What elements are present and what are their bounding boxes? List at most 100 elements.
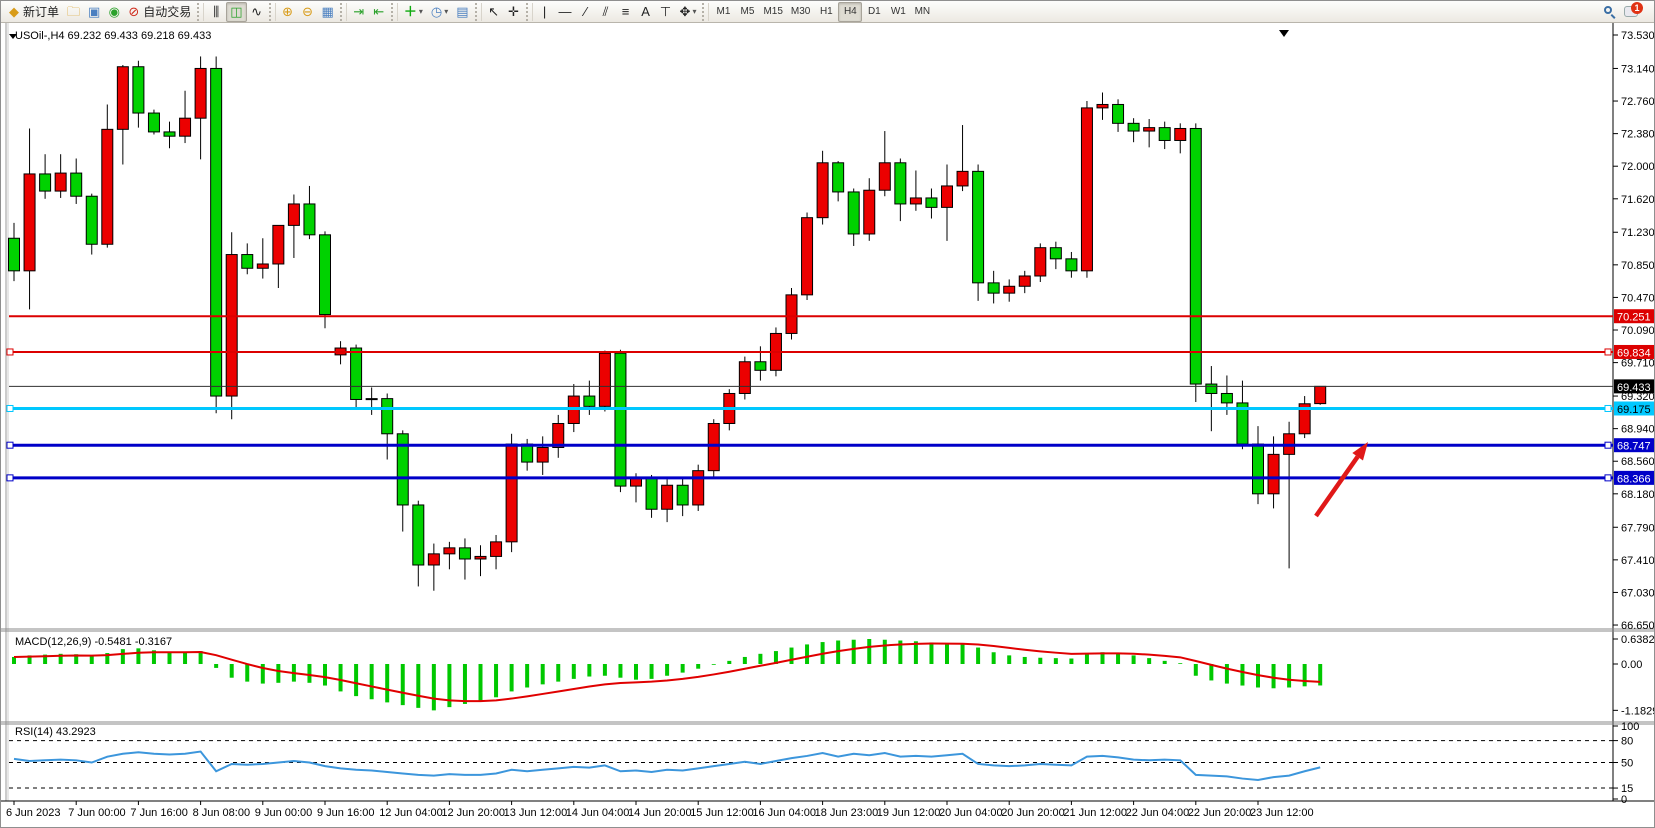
- candle-bearish: [1158, 127, 1171, 141]
- candle-bearish: [676, 484, 689, 506]
- timeframe-w1[interactable]: W1: [890, 6, 906, 17]
- timeframe-d1[interactable]: D1: [867, 6, 881, 17]
- text-label-button[interactable]: ⊤: [656, 2, 676, 22]
- hline-handle[interactable]: [6, 404, 14, 412]
- candle-bearish: [163, 131, 176, 137]
- periods-button[interactable]: ◷ ▾: [427, 2, 452, 22]
- hline-handle[interactable]: [1604, 404, 1612, 412]
- chart-canvas: 73.530 73.140 72.760 72.380 72.000 71.620 71.2…: [1, 23, 1655, 827]
- arrows-button[interactable]: ✥ ▾: [676, 2, 701, 22]
- macd-signal-line: [13, 642, 1321, 703]
- time-tick-label: 13 Jun 12:00: [504, 807, 568, 819]
- timeframe-m15[interactable]: M15: [763, 6, 783, 17]
- hline-handle[interactable]: [1604, 441, 1612, 449]
- candles: [8, 56, 1327, 591]
- candle-bullish: [816, 162, 829, 219]
- trendline-button[interactable]: ∕: [576, 2, 596, 22]
- fibonacci-icon: ≡: [621, 4, 630, 19]
- new-order-button[interactable]: ◆ 新订单: [5, 2, 63, 22]
- crosshair-button[interactable]: ✛: [504, 2, 524, 22]
- bar-chart-icon: ⫼: [213, 4, 220, 19]
- candle-bullish: [801, 217, 814, 296]
- notifications-button[interactable]: 1: [1620, 2, 1643, 22]
- rsi-label: RSI(14) 43.2923: [15, 726, 96, 738]
- vertical-line-button[interactable]: |: [535, 2, 555, 22]
- price-tick-label: 70.470: [1621, 292, 1655, 304]
- toolbar-separator: [197, 2, 205, 21]
- candle-bearish: [1252, 443, 1264, 495]
- candle-bullish: [474, 555, 487, 560]
- timeframe-m5[interactable]: M5: [740, 6, 755, 17]
- charts-window-button[interactable]: 🗀: [63, 2, 84, 22]
- candle-bearish: [972, 170, 985, 284]
- trend-arrow[interactable]: [1314, 442, 1368, 518]
- toolbar-separator: [390, 2, 398, 21]
- candle-bearish: [210, 67, 223, 397]
- tile-windows-button[interactable]: ▦: [318, 2, 338, 22]
- candle-bearish: [85, 195, 98, 245]
- horizontal-line-button[interactable]: —: [555, 2, 576, 22]
- candle-bearish: [396, 433, 409, 506]
- candle-bullish: [956, 170, 969, 187]
- candle-bearish: [925, 197, 938, 208]
- time-tick-label: 22 Jun 20:00: [1188, 807, 1252, 819]
- horizontal-line-icon: —: [558, 4, 572, 19]
- candle-bullish: [1080, 107, 1093, 272]
- price-tag-68.747: 68.747: [1614, 438, 1654, 453]
- hline-handle[interactable]: [6, 348, 14, 356]
- hline-handle[interactable]: [1604, 474, 1612, 482]
- toolbar-separator: [339, 2, 347, 21]
- rsi-line: [13, 750, 1321, 782]
- line-chart-button[interactable]: ∿: [247, 2, 267, 22]
- auto-trading-button[interactable]: ⊘ 自动交易: [124, 2, 195, 22]
- svg-text:68.366: 68.366: [1617, 473, 1651, 485]
- text-button[interactable]: A: [636, 2, 656, 22]
- channel-button[interactable]: ⫽: [596, 2, 616, 22]
- time-tick-label: 22 Jun 04:00: [1126, 807, 1190, 819]
- auto-scroll-button[interactable]: ⇥: [349, 2, 369, 22]
- candle-bearish: [847, 191, 860, 235]
- candle-bullish: [863, 189, 876, 235]
- price-tick-label: 73.530: [1621, 30, 1655, 42]
- fibonacci-button[interactable]: ≡: [616, 2, 636, 22]
- indicators-icon: ＋: [403, 4, 417, 19]
- chart-shift-button[interactable]: ⇤: [369, 2, 389, 22]
- svg-text:69.175: 69.175: [1617, 404, 1651, 416]
- candlestick-chart-button[interactable]: ◫: [226, 1, 247, 22]
- timeframe-m1[interactable]: M1: [716, 6, 731, 17]
- timeframe-m30[interactable]: M30: [790, 6, 811, 17]
- terminal-icon: ▣: [88, 4, 101, 19]
- price-tag-70.251: 70.251: [1614, 309, 1654, 324]
- candle-bearish: [241, 254, 254, 269]
- timeframe-h4[interactable]: H4: [838, 1, 863, 22]
- candle-bullish: [256, 263, 269, 269]
- signals-button[interactable]: ◉: [104, 2, 124, 22]
- time-tick-label: 7 Jun 00:00: [68, 807, 126, 819]
- zoom-out-button[interactable]: ⊖: [298, 2, 318, 22]
- zoom-in-button[interactable]: ⊕: [278, 2, 298, 22]
- bar-chart-button[interactable]: ⫼: [206, 2, 226, 22]
- rsi-indicator: [9, 740, 1613, 789]
- terminal-button[interactable]: ▣: [84, 2, 104, 22]
- chart-shift-marker[interactable]: [1279, 30, 1289, 37]
- indicators-button[interactable]: ＋ ▾: [400, 2, 427, 22]
- search-button[interactable]: [1600, 2, 1620, 22]
- time-tick-label: 12 Jun 04:00: [379, 807, 443, 819]
- svg-text:70.251: 70.251: [1617, 312, 1651, 324]
- candle-bullish: [878, 162, 891, 191]
- timeframe-h1[interactable]: H1: [819, 6, 833, 17]
- auto-scroll-icon: ⇥: [353, 4, 365, 19]
- hline-handle[interactable]: [6, 441, 14, 449]
- candle-bearish: [1127, 122, 1140, 132]
- notification-badge: 1: [1631, 2, 1643, 14]
- candle-bullish: [225, 254, 238, 397]
- hline-handle[interactable]: [1604, 348, 1612, 356]
- templates-button[interactable]: ▤: [452, 2, 472, 22]
- hline-handle[interactable]: [6, 474, 14, 482]
- candle-bullish: [1298, 403, 1311, 435]
- rsi-tick-label: 15: [1621, 783, 1633, 795]
- symbol-menu-icon[interactable]: [9, 34, 17, 39]
- cursor-button[interactable]: ↖: [484, 2, 504, 22]
- timeframe-mn[interactable]: MN: [914, 6, 931, 17]
